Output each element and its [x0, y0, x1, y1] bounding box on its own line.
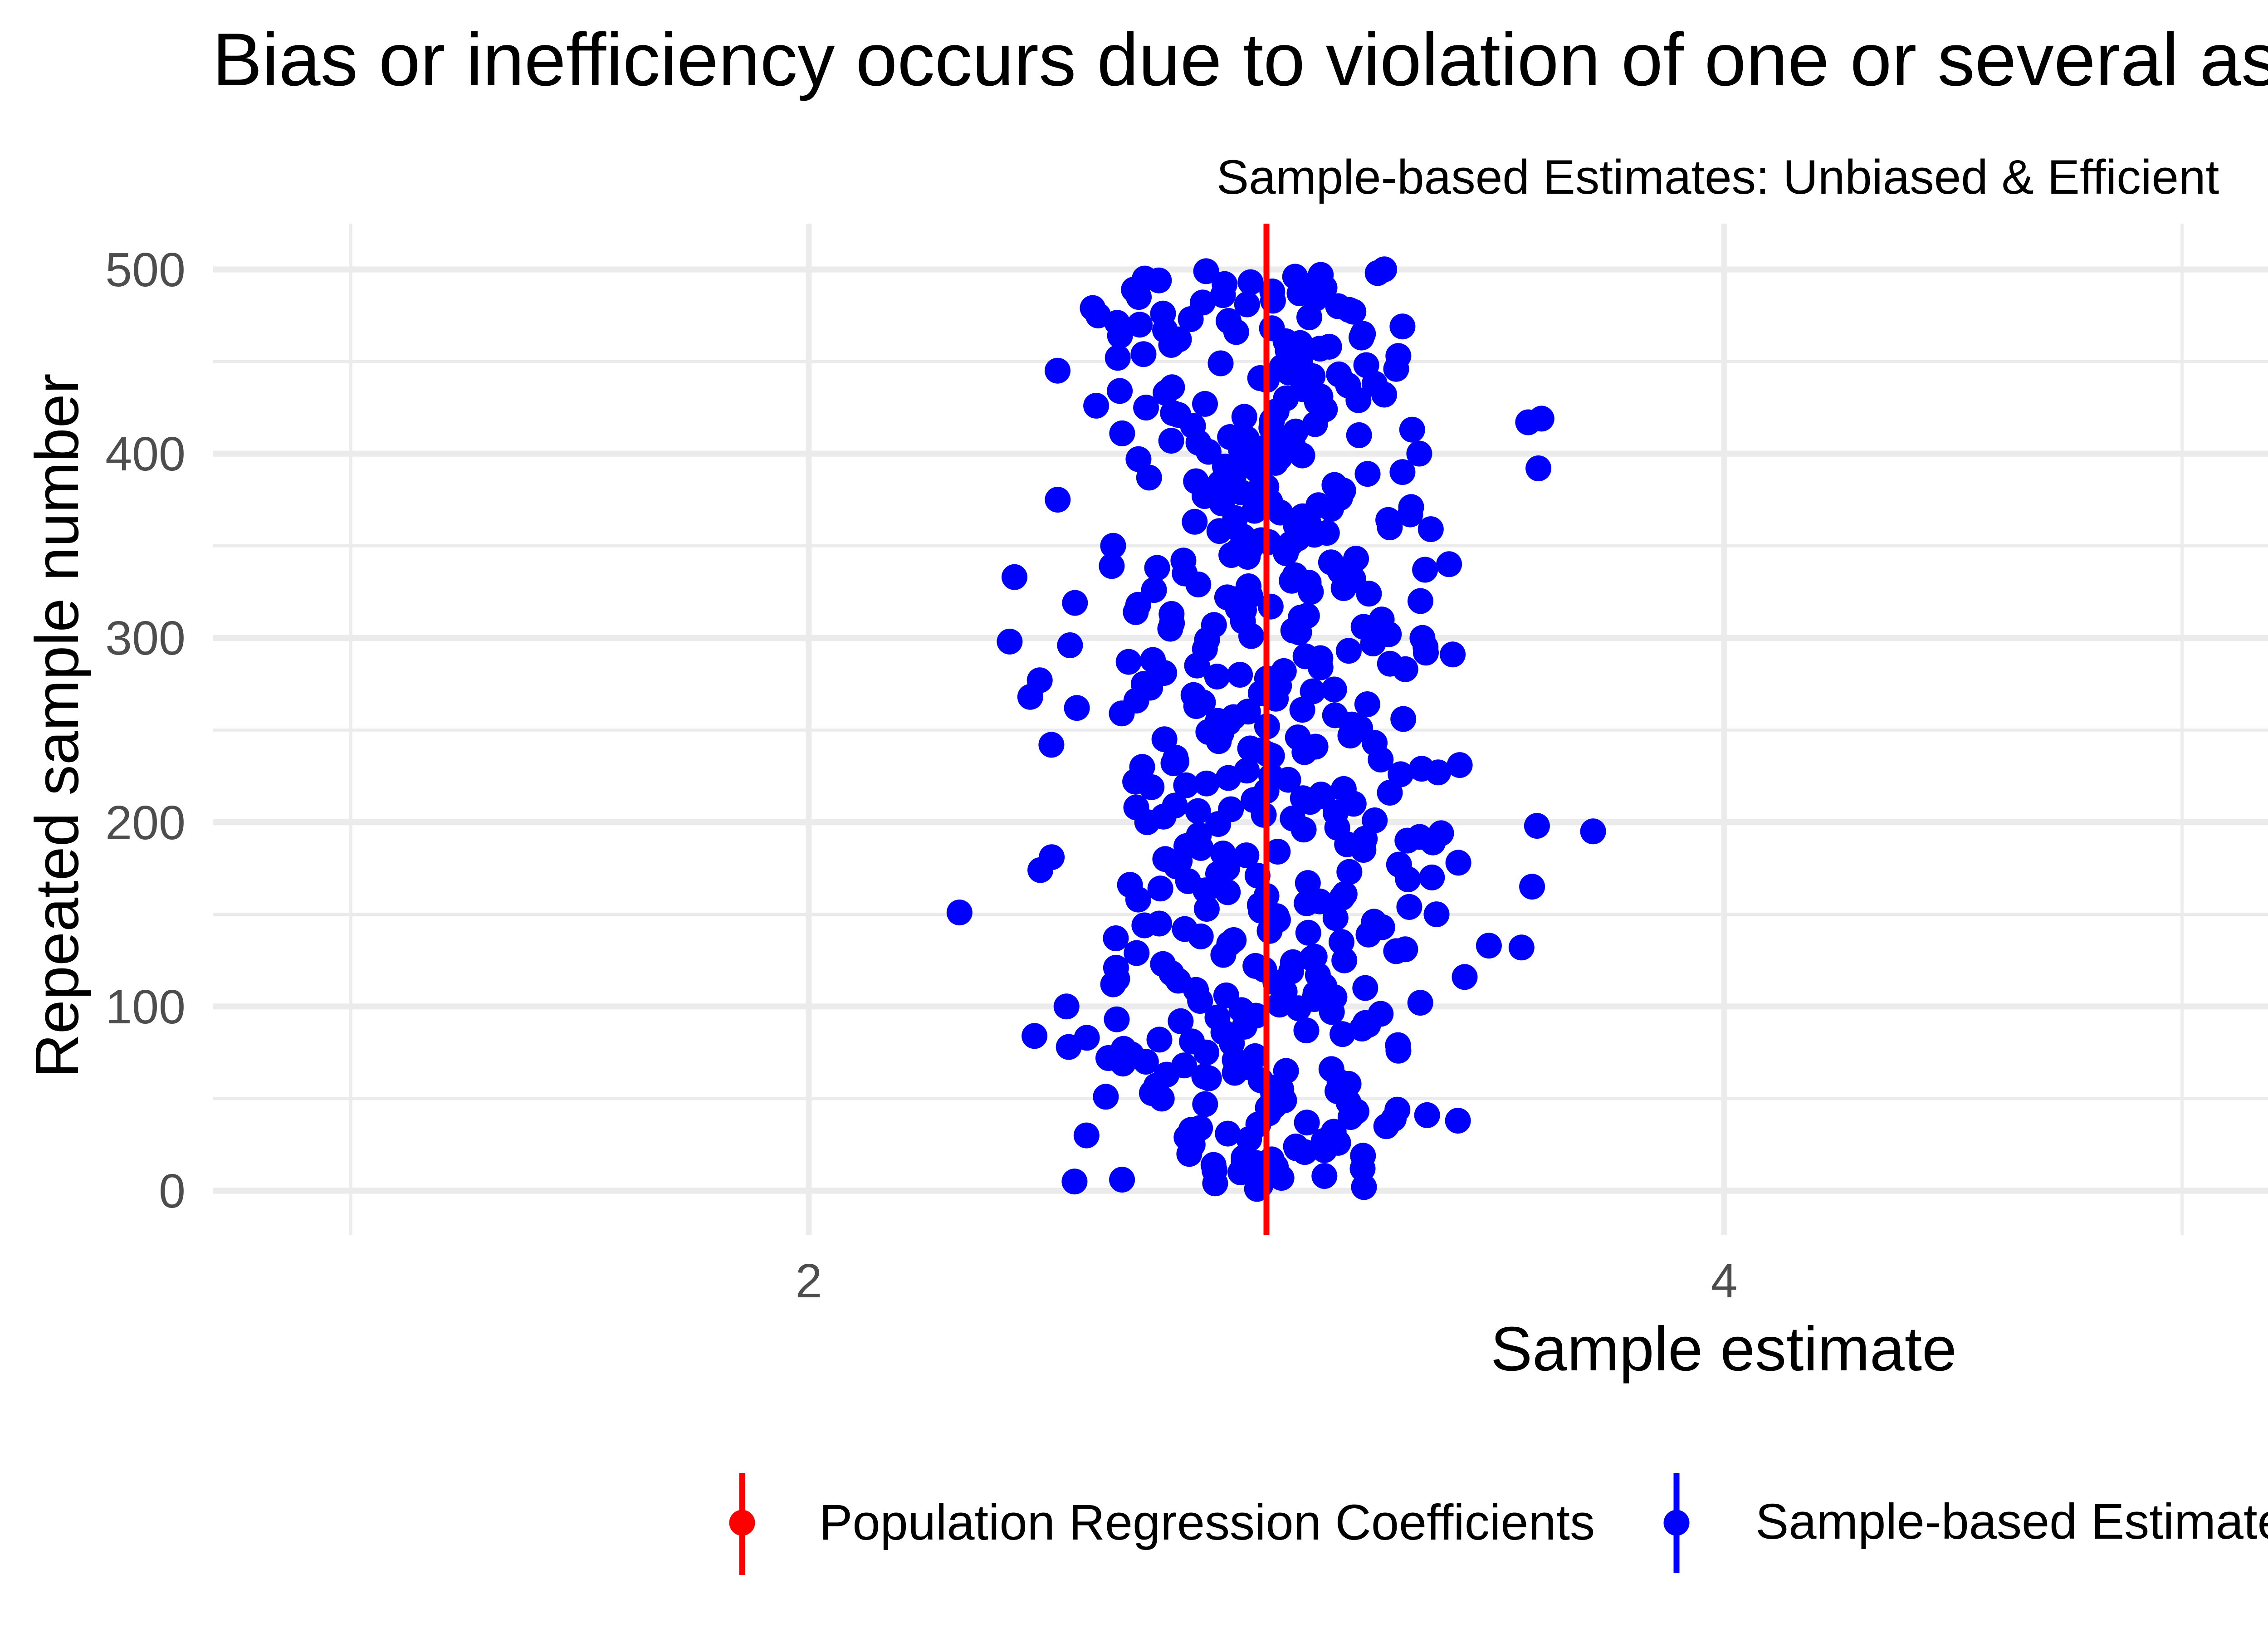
svg-text:Repeated sample number: Repeated sample number: [23, 373, 91, 1078]
svg-text:Sample-based Estimates: Unbias: Sample-based Estimates: Unbiased & Effic…: [1755, 1494, 2268, 1550]
svg-text:Sample estimate: Sample estimate: [1491, 1314, 1957, 1384]
svg-text:400: 400: [105, 427, 186, 481]
svg-text:300: 300: [105, 611, 186, 665]
svg-text:200: 200: [105, 796, 186, 850]
svg-text:2: 2: [796, 1254, 822, 1308]
svg-text:500: 500: [105, 243, 186, 297]
svg-text:100: 100: [105, 980, 186, 1034]
svg-text:Population Regression Coeffici: Population Regression Coefficients: [819, 1495, 1595, 1550]
svg-text:Bias or inefficiency occurs du: Bias or inefficiency occurs due to viola…: [212, 18, 2268, 101]
svg-text:4: 4: [1711, 1254, 1738, 1308]
svg-text:Sample-based Estimates: Unbias: Sample-based Estimates: Unbiased & Effic…: [1217, 150, 2219, 204]
svg-text:0: 0: [159, 1164, 186, 1218]
